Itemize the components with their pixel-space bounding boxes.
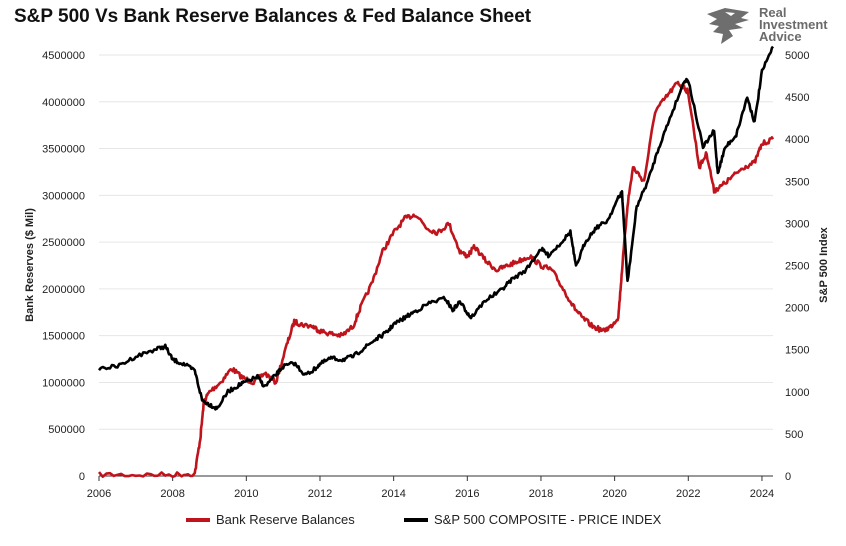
logo-line-3: Advice bbox=[759, 29, 802, 44]
legend-item-bank-reserves: Bank Reserve Balances bbox=[186, 512, 355, 527]
logo-text: Real Investment Advice bbox=[759, 5, 828, 44]
logo-line-2: Investment bbox=[759, 17, 828, 32]
y-right-tick-label: 1500 bbox=[785, 345, 809, 357]
y-left-tick-label: 2500000 bbox=[42, 237, 85, 249]
legend-label-spx: S&P 500 COMPOSITE - PRICE INDEX bbox=[434, 512, 662, 527]
gridlines bbox=[99, 54, 773, 430]
x-tick-label: 2018 bbox=[529, 488, 553, 500]
y-left-tick-label: 500000 bbox=[48, 424, 85, 436]
y-right-tick-label: 0 bbox=[785, 471, 791, 483]
chart-title: S&P 500 Vs Bank Reserve Balances & Fed B… bbox=[14, 6, 532, 27]
x-tick-label: 2016 bbox=[455, 488, 479, 500]
y-left-tick-label: 1500000 bbox=[42, 331, 85, 343]
y-right-tick-label: 5000 bbox=[785, 50, 809, 62]
brand-logo: Real Investment Advice bbox=[705, 6, 840, 46]
x-tick-label: 2014 bbox=[381, 488, 405, 500]
x-tick-label: 2020 bbox=[602, 488, 626, 500]
axes: 0500000100000015000002000000250000030000… bbox=[42, 50, 809, 500]
x-tick-label: 2008 bbox=[160, 488, 184, 500]
y-right-tick-label: 4500 bbox=[785, 92, 809, 104]
x-tick-label: 2022 bbox=[676, 488, 700, 500]
series-line-bank-reserves bbox=[97, 80, 775, 478]
x-tick-label: 2006 bbox=[87, 488, 111, 500]
legend: Bank Reserve Balances S&P 500 COMPOSITE … bbox=[0, 505, 846, 535]
y-right-tick-label: 3500 bbox=[785, 176, 809, 188]
y-right-tick-label: 4000 bbox=[785, 134, 809, 146]
x-tick-label: 2010 bbox=[234, 488, 258, 500]
legend-label-bank: Bank Reserve Balances bbox=[216, 512, 355, 527]
logo-line-1: Real bbox=[759, 5, 787, 20]
y-right-tick-label: 2000 bbox=[785, 303, 809, 315]
legend-item-spx: S&P 500 COMPOSITE - PRICE INDEX bbox=[404, 512, 661, 527]
y-left-tick-label: 3500000 bbox=[42, 144, 85, 156]
legend-swatch-bank bbox=[186, 517, 210, 522]
series-line-spx bbox=[97, 45, 775, 411]
eagle-logo-icon bbox=[707, 8, 749, 44]
y-right-tick-label: 1000 bbox=[785, 387, 809, 399]
legend-swatch-spx bbox=[404, 517, 428, 522]
y-right-tick-label: 2500 bbox=[785, 261, 809, 273]
series-layer bbox=[97, 45, 775, 478]
x-tick-label: 2012 bbox=[308, 488, 332, 500]
y-left-tick-label: 3000000 bbox=[42, 190, 85, 202]
y-right-tick-label: 500 bbox=[785, 429, 803, 441]
y-left-tick-label: 0 bbox=[79, 471, 85, 483]
y-left-tick-label: 4000000 bbox=[42, 97, 85, 109]
y-right-tick-label: 3000 bbox=[785, 218, 809, 230]
y-axis-left-label: Bank Reserves ($ Mil) bbox=[24, 208, 36, 322]
y-left-tick-label: 2000000 bbox=[42, 284, 85, 296]
y-axis-right-label: S&P 500 Index bbox=[818, 226, 830, 302]
y-left-tick-label: 1000000 bbox=[42, 377, 85, 389]
y-left-tick-label: 4500000 bbox=[42, 50, 85, 62]
x-tick-label: 2024 bbox=[750, 488, 774, 500]
